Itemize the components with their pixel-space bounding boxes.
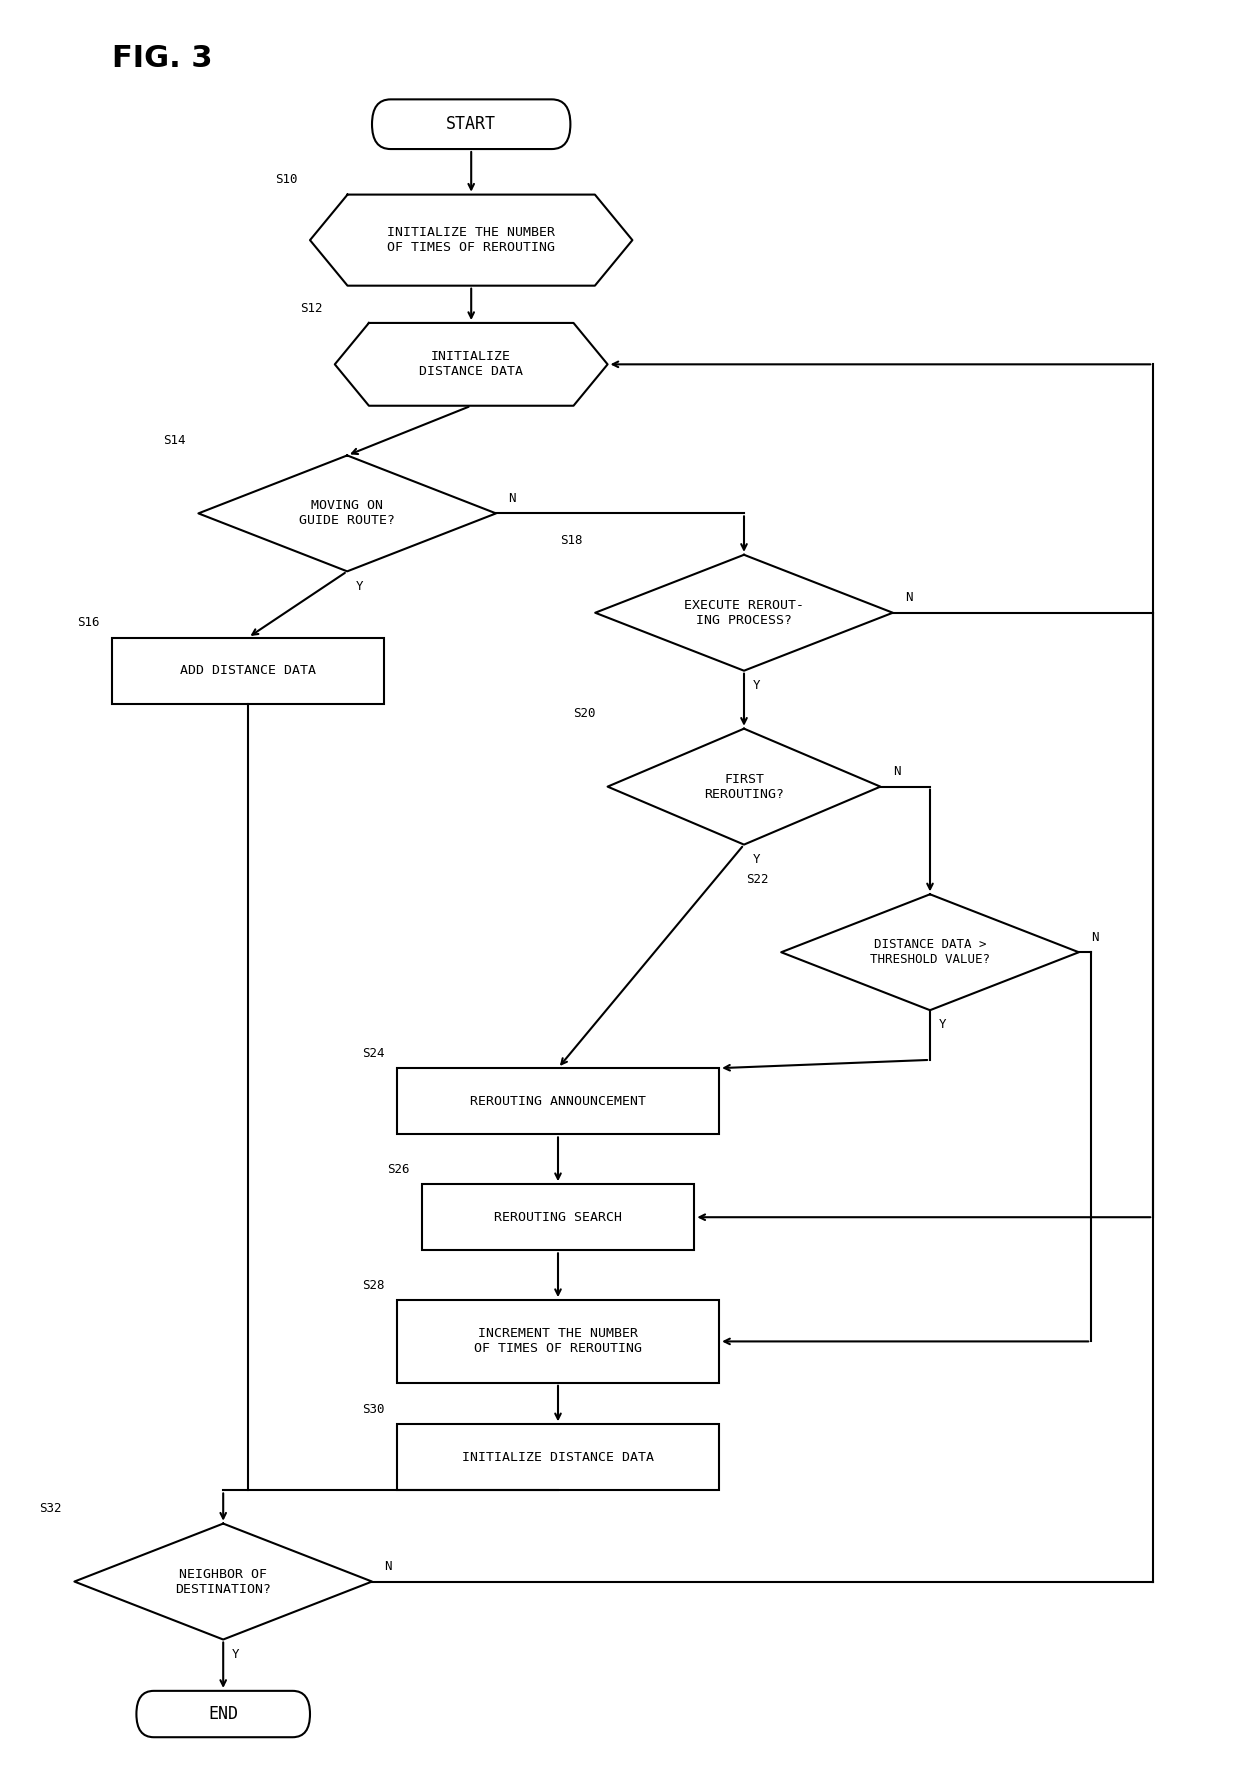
Text: Y: Y bbox=[939, 1019, 946, 1031]
Text: Y: Y bbox=[753, 852, 760, 867]
Text: S30: S30 bbox=[362, 1403, 384, 1416]
Text: INITIALIZE
DISTANCE DATA: INITIALIZE DISTANCE DATA bbox=[419, 351, 523, 379]
Text: S26: S26 bbox=[387, 1162, 409, 1177]
Text: Y: Y bbox=[356, 579, 363, 592]
Text: S24: S24 bbox=[362, 1047, 384, 1060]
Text: Y: Y bbox=[753, 679, 760, 693]
Text: S28: S28 bbox=[362, 1279, 384, 1292]
Text: END: END bbox=[208, 1705, 238, 1722]
Text: ADD DISTANCE DATA: ADD DISTANCE DATA bbox=[180, 664, 316, 677]
Text: N: N bbox=[893, 766, 900, 778]
Text: REROUTING SEARCH: REROUTING SEARCH bbox=[494, 1210, 622, 1224]
Text: EXECUTE REROUT-
ING PROCESS?: EXECUTE REROUT- ING PROCESS? bbox=[684, 599, 804, 627]
Text: INCREMENT THE NUMBER
OF TIMES OF REROUTING: INCREMENT THE NUMBER OF TIMES OF REROUTI… bbox=[474, 1327, 642, 1356]
Text: NEIGHBOR OF
DESTINATION?: NEIGHBOR OF DESTINATION? bbox=[175, 1568, 272, 1595]
Text: FIRST
REROUTING?: FIRST REROUTING? bbox=[704, 773, 784, 801]
Bar bbox=[422, 1184, 694, 1251]
Text: N: N bbox=[384, 1561, 392, 1574]
Bar bbox=[397, 1301, 719, 1382]
Text: INITIALIZE THE NUMBER
OF TIMES OF REROUTING: INITIALIZE THE NUMBER OF TIMES OF REROUT… bbox=[387, 227, 556, 253]
Bar bbox=[112, 638, 384, 703]
Text: N: N bbox=[508, 493, 516, 505]
Text: N: N bbox=[1091, 930, 1099, 944]
Text: S10: S10 bbox=[275, 174, 298, 186]
Bar bbox=[397, 1069, 719, 1134]
Text: REROUTING ANNOUNCEMENT: REROUTING ANNOUNCEMENT bbox=[470, 1095, 646, 1108]
Text: S20: S20 bbox=[573, 707, 595, 721]
Text: S14: S14 bbox=[164, 434, 186, 447]
FancyBboxPatch shape bbox=[136, 1690, 310, 1737]
Text: START: START bbox=[446, 115, 496, 133]
Text: FIG. 3: FIG. 3 bbox=[112, 44, 212, 73]
Text: Y: Y bbox=[232, 1648, 239, 1660]
Text: N: N bbox=[905, 592, 913, 604]
Text: DISTANCE DATA >
THRESHOLD VALUE?: DISTANCE DATA > THRESHOLD VALUE? bbox=[870, 937, 990, 966]
Text: S18: S18 bbox=[560, 533, 583, 546]
FancyBboxPatch shape bbox=[372, 99, 570, 149]
Text: MOVING ON
GUIDE ROUTE?: MOVING ON GUIDE ROUTE? bbox=[299, 500, 396, 528]
Text: S32: S32 bbox=[40, 1503, 62, 1515]
Bar bbox=[397, 1425, 719, 1490]
Text: S22: S22 bbox=[746, 874, 769, 886]
Text: INITIALIZE DISTANCE DATA: INITIALIZE DISTANCE DATA bbox=[463, 1451, 653, 1464]
Text: S16: S16 bbox=[77, 617, 99, 629]
Text: S12: S12 bbox=[300, 301, 322, 315]
